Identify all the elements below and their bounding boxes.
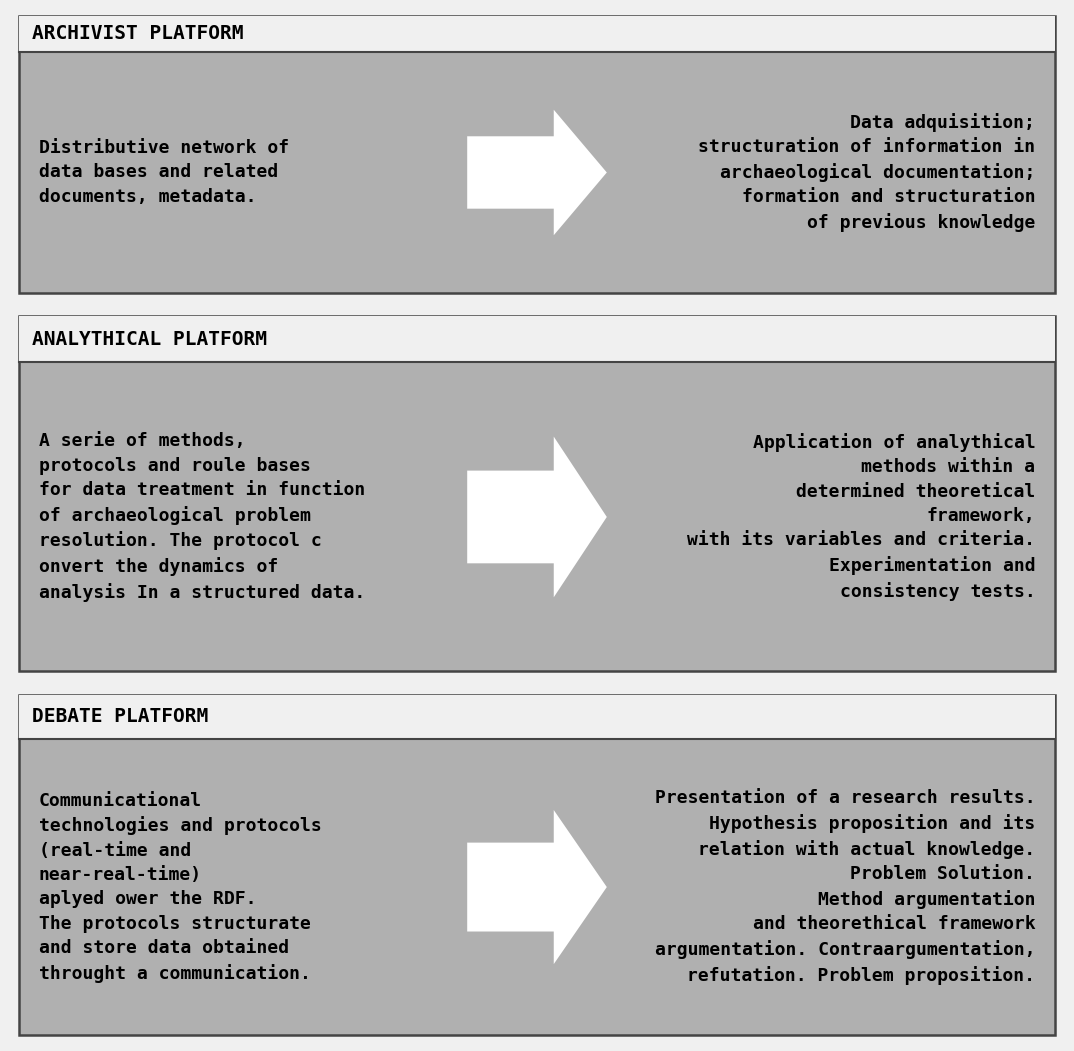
- Bar: [19, 695, 1055, 1035]
- Text: ANALYTHICAL PLATFORM: ANALYTHICAL PLATFORM: [32, 330, 267, 349]
- Bar: [19, 316, 1055, 672]
- Text: ARCHIVIST PLATFORM: ARCHIVIST PLATFORM: [32, 24, 244, 43]
- Bar: [19, 316, 1055, 363]
- Polygon shape: [467, 109, 607, 235]
- Text: Communicational
technologies and protocols
(real-time and
near-real-time)
aplyed: Communicational technologies and protoco…: [39, 791, 321, 983]
- Bar: [19, 16, 1055, 51]
- Bar: [19, 695, 1055, 739]
- Text: Data adquisition;
structuration of information in
archaeological documentation;
: Data adquisition; structuration of infor…: [698, 112, 1035, 232]
- Text: Application of analythical
methods within a
determined theoretical
framework,
wi: Application of analythical methods withi…: [687, 433, 1035, 601]
- Polygon shape: [467, 436, 607, 597]
- Text: A serie of methods,
protocols and roule bases
for data treatment in function
of : A serie of methods, protocols and roule …: [39, 432, 365, 602]
- Polygon shape: [467, 810, 607, 964]
- Text: DEBATE PLATFORM: DEBATE PLATFORM: [32, 707, 208, 726]
- Text: Presentation of a research results.
Hypothesis proposition and its
relation with: Presentation of a research results. Hypo…: [655, 789, 1035, 985]
- Bar: [19, 16, 1055, 293]
- Text: Distributive network of
data bases and related
documents, metadata.: Distributive network of data bases and r…: [39, 139, 289, 206]
